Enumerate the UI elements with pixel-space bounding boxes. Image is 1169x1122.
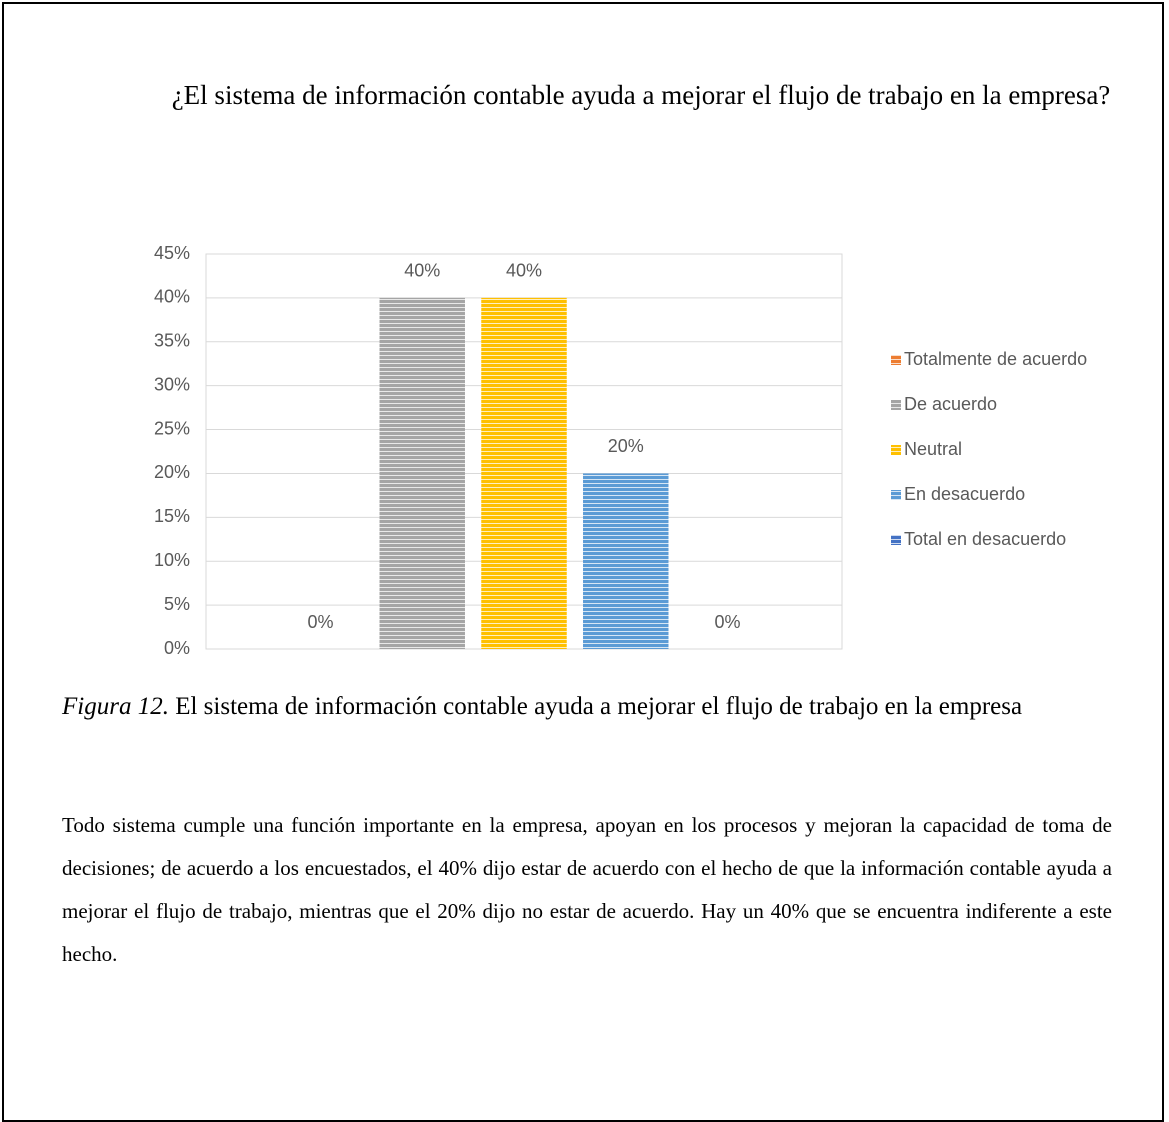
legend-label: Neutral [904, 439, 962, 459]
data-label: 20% [608, 436, 644, 456]
legend-label: En desacuerdo [904, 484, 1025, 504]
bar [583, 473, 669, 649]
y-tick-label: 5% [164, 594, 190, 614]
bar [379, 297, 465, 649]
y-tick-label: 40% [154, 287, 190, 307]
y-tick-label: 20% [154, 462, 190, 482]
legend-swatch [891, 400, 901, 410]
legend-label: De acuerdo [904, 394, 997, 414]
y-tick-label: 30% [154, 374, 190, 394]
y-tick-label: 45% [154, 243, 190, 263]
legend-swatch [891, 355, 901, 365]
paragraph: Todo sistema cumple una función importan… [62, 813, 1112, 966]
caption: Figura 12. El sistema de información con… [62, 690, 1082, 723]
data-label: 0% [307, 612, 333, 632]
legend-swatch [891, 490, 901, 500]
chart-title: ¿El sistema de información contable ayud… [171, 80, 1111, 110]
y-tick-label: 10% [154, 550, 190, 570]
data-label: 0% [715, 612, 741, 632]
data-label: 40% [404, 261, 440, 281]
legend-swatch [891, 445, 901, 455]
y-tick-label: 35% [154, 331, 190, 351]
y-tick-label: 15% [154, 506, 190, 526]
legend-swatch [891, 535, 901, 545]
caption-text: El sistema de información contable ayuda… [175, 693, 1023, 720]
y-tick-label: 0% [164, 638, 190, 658]
legend-label: Total en desacuerdo [904, 529, 1066, 549]
legend-label: Totalmente de acuerdo [904, 349, 1087, 369]
bar [481, 297, 567, 649]
data-label: 40% [506, 261, 542, 281]
chart: 0% 5% 10% 15% 20% 25% 30% 35% 40% 45% 0% 40% 40% 20% 0… [154, 243, 1087, 658]
caption-label: Figura 12. [62, 693, 169, 720]
y-tick-label: 25% [154, 418, 190, 438]
